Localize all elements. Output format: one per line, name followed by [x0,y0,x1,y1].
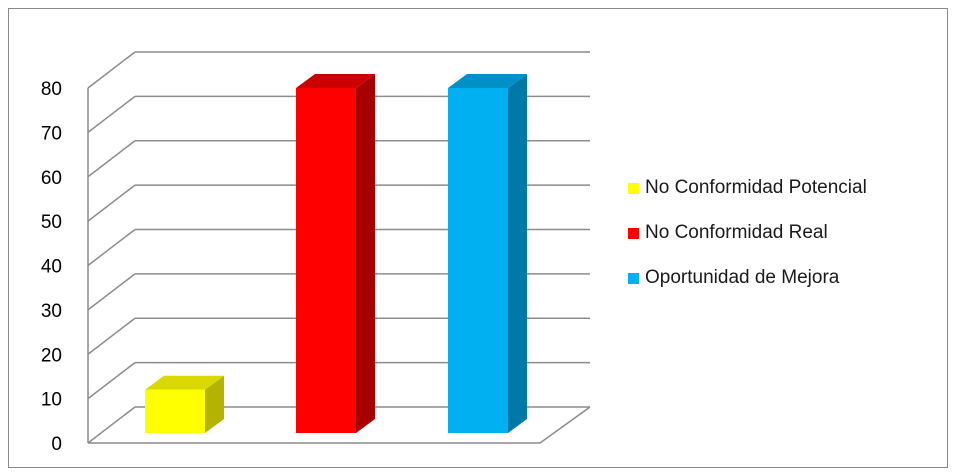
legend: No Conformidad Potencial No Conformidad … [628,176,867,311]
gridline-diagonal [87,95,136,133]
floor-right-edge [539,406,591,444]
legend-item: No Conformidad Potencial [628,176,867,200]
gridline-diagonal [87,406,136,444]
bar-side [508,74,527,433]
legend-item: No Conformidad Real [628,221,867,245]
legend-swatch [628,182,639,194]
legend-swatch [628,272,639,284]
y-tick-label: 10 [41,390,62,411]
bar [448,88,508,433]
y-tick-label: 20 [41,345,62,366]
bar [296,88,356,433]
gridline-diagonal [87,140,136,178]
y-tick-label: 0 [51,434,62,455]
bar [145,389,205,433]
bar-top [448,74,527,88]
y-tick-label: 50 [41,212,62,233]
bar-side [205,375,224,433]
y-tick-label: 60 [41,168,62,189]
legend-item: Oportunidad de Mejora [628,266,867,290]
y-tick-label: 40 [41,257,62,278]
gridline-diagonal [87,228,136,267]
gridline-diagonal [87,362,136,400]
y-axis-ticks: 0 10 20 30 40 50 60 70 80 [41,79,62,455]
bars [145,74,527,433]
legend-label: Oportunidad de Mejora [645,267,840,288]
y-tick-label: 80 [41,79,62,100]
gridline-diagonal [87,317,136,355]
bar-top [296,74,375,88]
legend-swatch [628,227,639,239]
y-tick-label: 30 [41,301,62,322]
gridline-diagonal [87,51,136,89]
gridline-diagonal [87,273,136,311]
legend-label: No Conformidad Real [645,222,828,243]
bar-top [145,375,224,390]
gridline-diagonal [87,184,136,222]
y-tick-label: 70 [41,123,62,144]
legend-label: No Conformidad Potencial [645,177,867,198]
bar-side [356,74,375,433]
